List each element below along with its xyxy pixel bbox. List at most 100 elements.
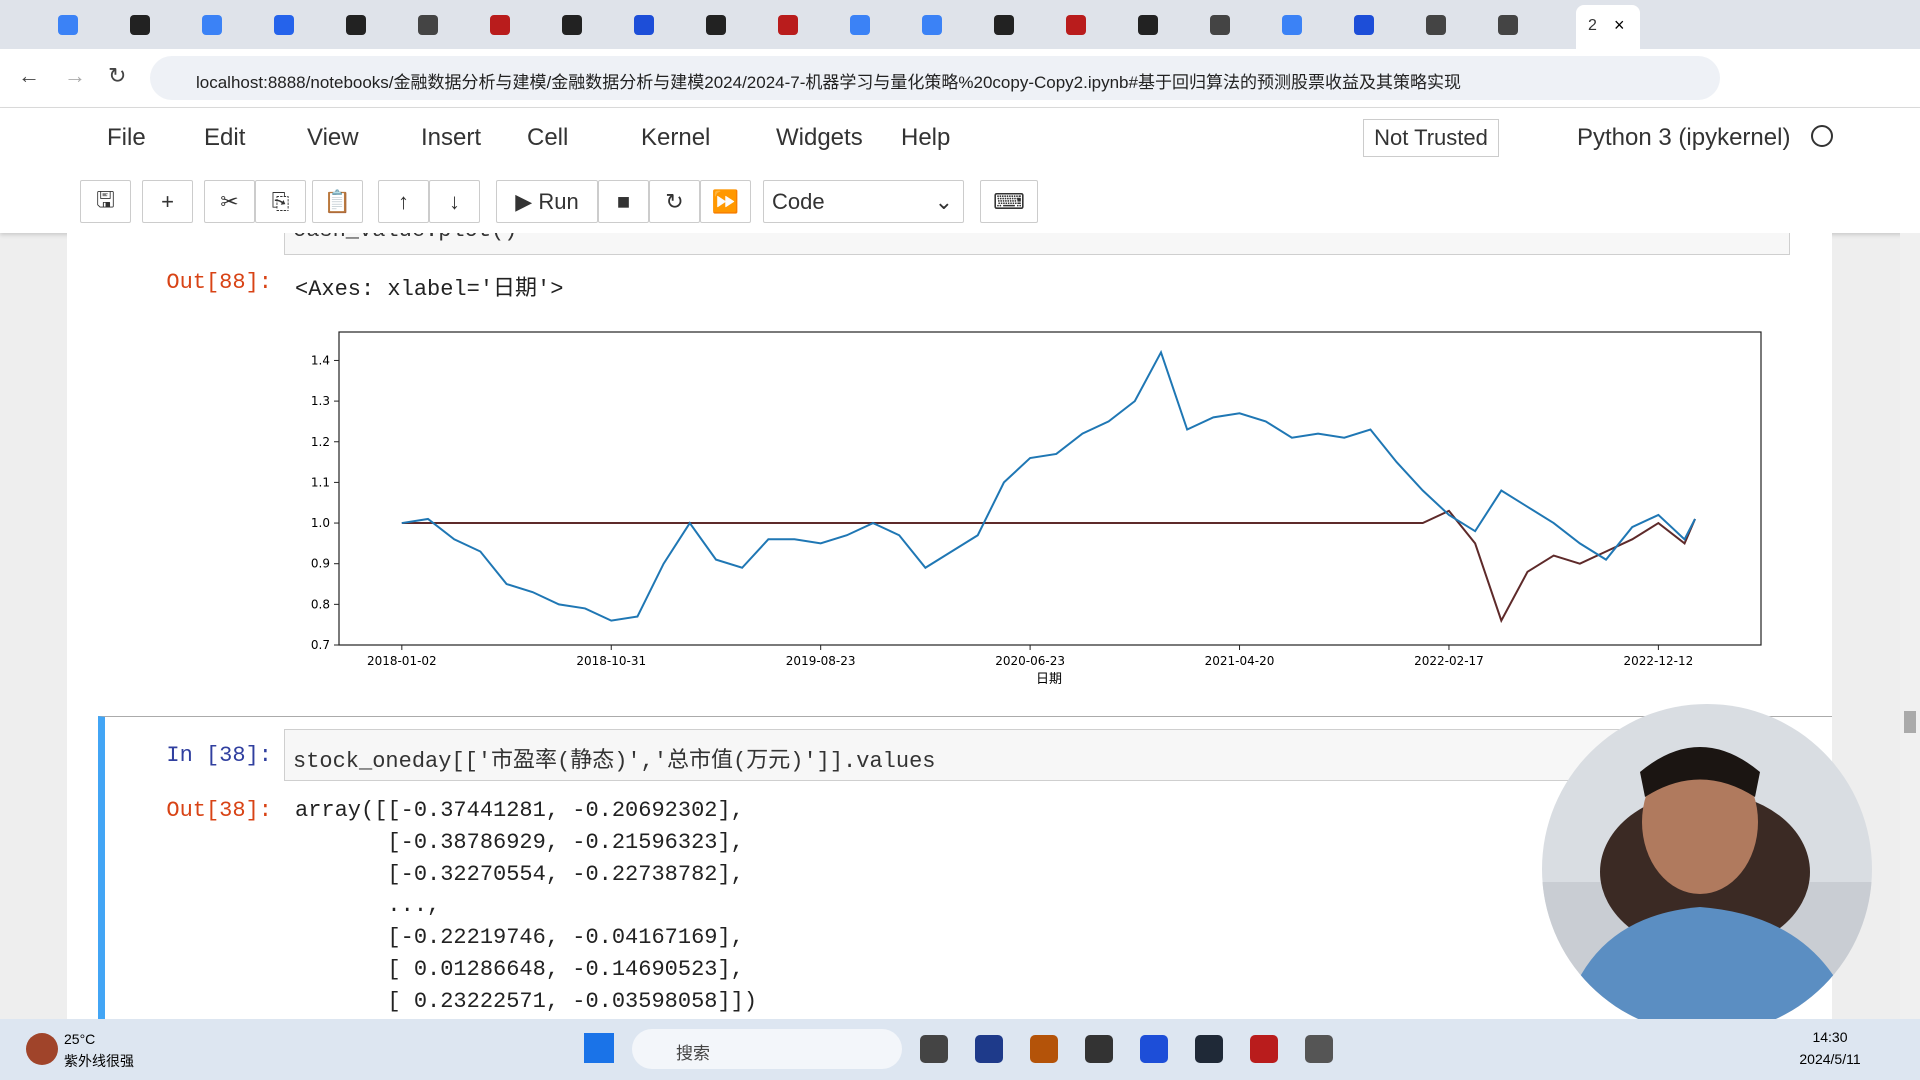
taskbar-app[interactable] — [1195, 1035, 1223, 1063]
output-line: array([[-0.37441281, -0.20692302], — [295, 798, 744, 823]
taskbar-app[interactable] — [1030, 1035, 1058, 1063]
taskbar-app[interactable] — [920, 1035, 948, 1063]
save-button[interactable]: 🖫 — [80, 180, 131, 223]
out-prompt: Out[88]: — [166, 270, 272, 295]
tab-icon[interactable] — [490, 15, 510, 35]
tab-icon[interactable] — [922, 15, 942, 35]
tab-icon[interactable] — [418, 15, 438, 35]
cell-type: Code — [772, 188, 825, 214]
reload-button[interactable]: ↻ — [108, 63, 127, 88]
output-text: <Axes: xlabel='日期'> — [295, 277, 564, 302]
taskbar-app[interactable] — [1085, 1035, 1113, 1063]
insert-button[interactable]: + — [142, 180, 193, 223]
back-button[interactable]: ← — [18, 63, 40, 88]
move-up-button[interactable]: ↑ — [378, 180, 429, 223]
tab-icon[interactable] — [706, 15, 726, 35]
code-cell[interactable]: cash_value.plot() — [284, 233, 1790, 255]
search-box[interactable]: 搜索 — [632, 1029, 902, 1069]
move-down-button[interactable]: ↓ — [429, 180, 480, 223]
url-field[interactable]: localhost:8888/notebooks/金融数据分析与建模/金融数据分… — [150, 56, 1720, 100]
menu-item[interactable]: Kernel — [641, 124, 711, 151]
tab-icon[interactable] — [1210, 15, 1230, 35]
tab-icon[interactable] — [130, 15, 150, 35]
out-prompt: Out[38]: — [166, 798, 272, 823]
line-series — [401, 349, 1696, 622]
active-tab[interactable]: 2 × — [1576, 5, 1640, 49]
kernel-status — [1811, 125, 1833, 147]
tab-icon[interactable] — [274, 15, 294, 35]
tab-icon[interactable] — [850, 15, 870, 35]
tab-icon[interactable] — [1066, 15, 1086, 35]
y-tick-label: 1.3 — [311, 394, 330, 408]
menu-item[interactable]: Cell — [527, 124, 569, 151]
x-tick-label: 2018-01-02 — [367, 654, 437, 668]
tab-icon[interactable] — [1138, 15, 1158, 35]
taskbar-app[interactable] — [975, 1035, 1003, 1063]
taskbar-app[interactable] — [1250, 1035, 1278, 1063]
x-tick-label: 2021-04-20 — [1205, 654, 1275, 668]
run-label: Run — [538, 188, 579, 214]
tab-icon[interactable] — [346, 15, 366, 35]
tab-close[interactable]: × — [1614, 15, 1625, 35]
menu-item[interactable]: Insert — [421, 124, 482, 151]
tab-icon[interactable] — [58, 15, 78, 35]
menu-item[interactable]: View — [307, 124, 359, 151]
menu-item[interactable]: File — [107, 124, 146, 151]
tab-icon[interactable] — [1426, 15, 1446, 35]
output-line: ..., — [295, 893, 441, 919]
y-tick-label: 1.2 — [311, 435, 330, 449]
tab-icon[interactable] — [1282, 15, 1302, 35]
start-button[interactable] — [584, 1033, 614, 1063]
chart: 日期 0.7 0.8 0.9 1.0 1.1 1.2 1.3 1.4 2018-01-02 201… — [311, 331, 1762, 687]
in-prompt: In [38]: — [166, 743, 272, 768]
y-tick-label: 0.9 — [311, 557, 330, 571]
selected-cell[interactable] — [98, 716, 1832, 1019]
menu-item[interactable]: Help — [901, 124, 951, 151]
forward-button[interactable]: → — [64, 63, 86, 88]
line-series — [401, 509, 1696, 624]
run-all-button[interactable]: ⏩ — [700, 180, 751, 223]
plot-area — [338, 331, 1762, 646]
cell-type-select[interactable]: Code ⌄ — [763, 180, 964, 223]
y-tick-label: 0.7 — [311, 638, 330, 652]
tab-icon[interactable] — [1498, 15, 1518, 35]
clock-date: 2024/5/11 — [1799, 1051, 1861, 1067]
tab-icon[interactable] — [562, 15, 582, 35]
tab-icon[interactable] — [778, 15, 798, 35]
paste-button[interactable]: 📋 — [312, 180, 363, 223]
y-tick-label: 0.8 — [311, 597, 330, 611]
taskbar-app[interactable] — [1140, 1035, 1168, 1063]
output-line: [-0.22219746, -0.04167169], — [295, 925, 744, 951]
tab-bar: 2 × — [0, 0, 1920, 49]
output-line: [ 0.01286648, -0.14690523], — [295, 957, 744, 982]
scrollbar[interactable] — [1900, 233, 1920, 1019]
output-line: [-0.38786929, -0.21596323], — [295, 829, 744, 855]
run-button[interactable]: ▶ Run — [496, 180, 598, 223]
menu-item[interactable]: Widgets — [776, 124, 863, 151]
address-bar: ← → ↻ localhost:8888/notebooks/金融数据分析与建模… — [0, 49, 1920, 108]
trusted-indicator[interactable]: Not Trusted — [1363, 119, 1499, 157]
webcam-overlay — [1542, 704, 1872, 1034]
output-line: [-0.32270554, -0.22738782], — [295, 861, 744, 887]
tab-icon[interactable] — [994, 15, 1014, 35]
cut-button[interactable]: ✂ — [204, 180, 255, 223]
menu-item[interactable]: Edit — [204, 124, 246, 151]
copy-button[interactable]: ⎘ — [255, 180, 306, 223]
temperature: 25°C — [64, 1031, 96, 1047]
taskbar: 25°C 紫外线很强 搜索 14:30 2024/5/11 — [0, 1019, 1920, 1080]
tab-icon[interactable] — [634, 15, 654, 35]
y-tick-label: 1.1 — [311, 475, 330, 489]
keyboard-button[interactable]: ⌨ — [980, 180, 1038, 223]
weather-icon — [26, 1033, 58, 1065]
y-tick-label: 1.4 — [311, 353, 330, 367]
taskbar-app[interactable] — [1305, 1035, 1333, 1063]
x-tick-label: 2020-06-23 — [995, 654, 1065, 668]
clock-time: 14:30 — [1812, 1029, 1848, 1045]
tab-icon[interactable] — [1354, 15, 1374, 35]
stop-button[interactable]: ■ — [598, 180, 649, 223]
tab-icon[interactable] — [202, 15, 222, 35]
restart-button[interactable]: ↻ — [649, 180, 700, 223]
url: localhost:8888/notebooks/金融数据分析与建模/金融数据分… — [196, 73, 1461, 92]
code-cell[interactable]: stock_oneday[['市盈率(静态)','总市值(万元)']].valu… — [284, 729, 1790, 781]
